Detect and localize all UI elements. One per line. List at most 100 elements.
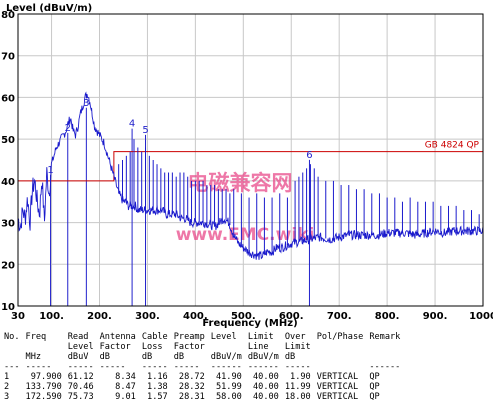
- table-cell: dBuV/m: [210, 352, 242, 362]
- x-tick-label: 700.: [327, 311, 352, 322]
- table-cell: 1.57: [147, 392, 168, 402]
- table-cell: 9.01: [115, 392, 136, 402]
- marker-labels: 1 2 3 45 6: [47, 98, 312, 176]
- table-cell: [369, 352, 406, 362]
- table-cell: -----: [284, 362, 311, 372]
- y-tick-label: 10: [1, 302, 15, 313]
- table-cell: 1: [4, 372, 10, 382]
- table-cell: Level: [210, 332, 237, 342]
- table-cell: 28.72: [178, 372, 205, 382]
- watermark-line2: www.EMC.wiki: [176, 225, 315, 245]
- table-cell: 41.90: [215, 372, 242, 382]
- table-cell: VERTICAL: [316, 382, 359, 392]
- table-cell: 3: [4, 392, 10, 402]
- marker-label: 4: [129, 119, 135, 130]
- y-tick-label: 50: [1, 135, 15, 146]
- table-cell: [4, 352, 26, 362]
- x-tick-label: 200.: [87, 311, 112, 322]
- table-cell: dBuV: [67, 352, 89, 362]
- y-tick-label: 30: [1, 219, 15, 230]
- results-table: No. Freq Read Antenna Cable Preamp Level Limit O…: [4, 332, 406, 402]
- table-cell: -----: [141, 362, 168, 372]
- table-cell: 58.00: [215, 392, 242, 402]
- table-cell: 11.99: [284, 382, 311, 392]
- table-cell: QP: [369, 382, 380, 392]
- table-cell: dB: [173, 352, 185, 362]
- measurement-table: No. Freq Read Antenna Cable Preamp Level Limit O…: [4, 332, 490, 402]
- table-cell: Read: [67, 332, 89, 342]
- marker-label: 3: [83, 98, 89, 109]
- table-cell: 40.00: [252, 392, 279, 402]
- emission-chart: Level (dBuV/m) Frequency (MHz) 电磁兼容网 www…: [1, 3, 493, 329]
- table-cell: dB: [99, 352, 110, 362]
- table-cell: Pol/Phase: [316, 332, 364, 342]
- limit-polyline: [18, 151, 483, 182]
- table-cell: -----: [173, 362, 200, 372]
- series-line: [17, 91, 484, 260]
- table-cell: ------: [247, 362, 279, 372]
- table-cell: Remark: [369, 332, 401, 342]
- limit-line: GB 4824 QP: [18, 141, 483, 182]
- y-tick-label: 60: [1, 93, 15, 104]
- tick-labels: 10 20 30 40 50 60 70 80 30 100. 200. 300. 400. 500. 60…: [1, 10, 493, 322]
- table-cell: 51.99: [215, 382, 242, 392]
- plot-frame: [17, 13, 484, 307]
- y-tick-label: 70: [1, 52, 15, 63]
- table-header-row: No. Freq Read Antenna Cable Preamp Level Limit O…: [4, 332, 406, 342]
- table-cell: Factor: [173, 342, 205, 352]
- table-cell: 70.46: [67, 382, 94, 392]
- table-cell: 40.00: [252, 382, 279, 392]
- x-tick-label: 100.: [39, 311, 64, 322]
- table-header-row: MHz dBuV dB dB dB dBuV/m dBuV/m dB: [4, 352, 406, 362]
- table-cell: 18.00: [284, 392, 311, 402]
- table-cell: MHz: [25, 352, 42, 362]
- limit-label: GB 4824 QP: [425, 141, 480, 151]
- table-row: 3 172.590 75.73 9.01 1.57 28.31 58.00 40.00 18.0…: [4, 392, 406, 402]
- x-tick-label: 500.: [231, 311, 256, 322]
- table-cell: [211, 342, 248, 352]
- table-cell: 40.00: [252, 372, 279, 382]
- table-cell: Limit: [247, 332, 274, 342]
- marker-label: 5: [142, 125, 148, 136]
- table-cell: [317, 352, 370, 362]
- table-cell: 1.16: [147, 372, 168, 382]
- table-cell: 75.73: [67, 392, 94, 402]
- table-cell: Freq: [25, 332, 47, 342]
- table-cell: Level: [67, 342, 94, 352]
- x-axis-title: Frequency (MHz): [202, 318, 297, 329]
- table-cell: Preamp: [173, 332, 205, 342]
- table-cell: Over: [284, 332, 306, 342]
- table-cell: Antenna: [99, 332, 136, 342]
- table-cell: QP: [369, 392, 380, 402]
- table-cell: dB: [141, 352, 153, 362]
- table-cell: ------: [210, 362, 242, 372]
- table-header-row: Level Factor Loss Factor Line Limit: [4, 342, 406, 352]
- table-cell: No.: [4, 332, 20, 342]
- table-cell: ------: [369, 362, 401, 372]
- marker-label: 2: [65, 123, 71, 134]
- table-cell: 28.32: [178, 382, 205, 392]
- x-tick-label: 600.: [279, 311, 304, 322]
- table-cell: Loss: [141, 342, 163, 352]
- x-tick-label: 30: [11, 311, 25, 322]
- table-cell: Line: [247, 342, 269, 352]
- table-cell: 28.31: [178, 392, 205, 402]
- table-cell: 2: [4, 382, 10, 392]
- table-cell: [369, 342, 406, 352]
- table-separator-row: --- ----- ----- ----- ----- ----- ------ ------…: [4, 362, 406, 372]
- x-tick-label: 400.: [183, 311, 208, 322]
- table-cell: -----: [99, 362, 126, 372]
- table-cell: [26, 342, 68, 352]
- table-cell: dB: [284, 352, 296, 362]
- y-tick-label: 40: [1, 177, 15, 188]
- marker-label: 1: [47, 165, 53, 176]
- x-tick-label: 1000: [469, 311, 493, 322]
- table-cell: [4, 342, 26, 352]
- table-cell: Cable: [141, 332, 168, 342]
- y-tick-label: 20: [1, 260, 15, 271]
- chart-svg: Level (dBuV/m) Frequency (MHz) 电磁兼容网 www…: [1, 3, 493, 329]
- table-cell: 61.12: [67, 372, 94, 382]
- x-tick-label: 800.: [375, 311, 400, 322]
- table-cell: dBuV/m: [247, 352, 279, 362]
- grid-lines: [17, 13, 484, 307]
